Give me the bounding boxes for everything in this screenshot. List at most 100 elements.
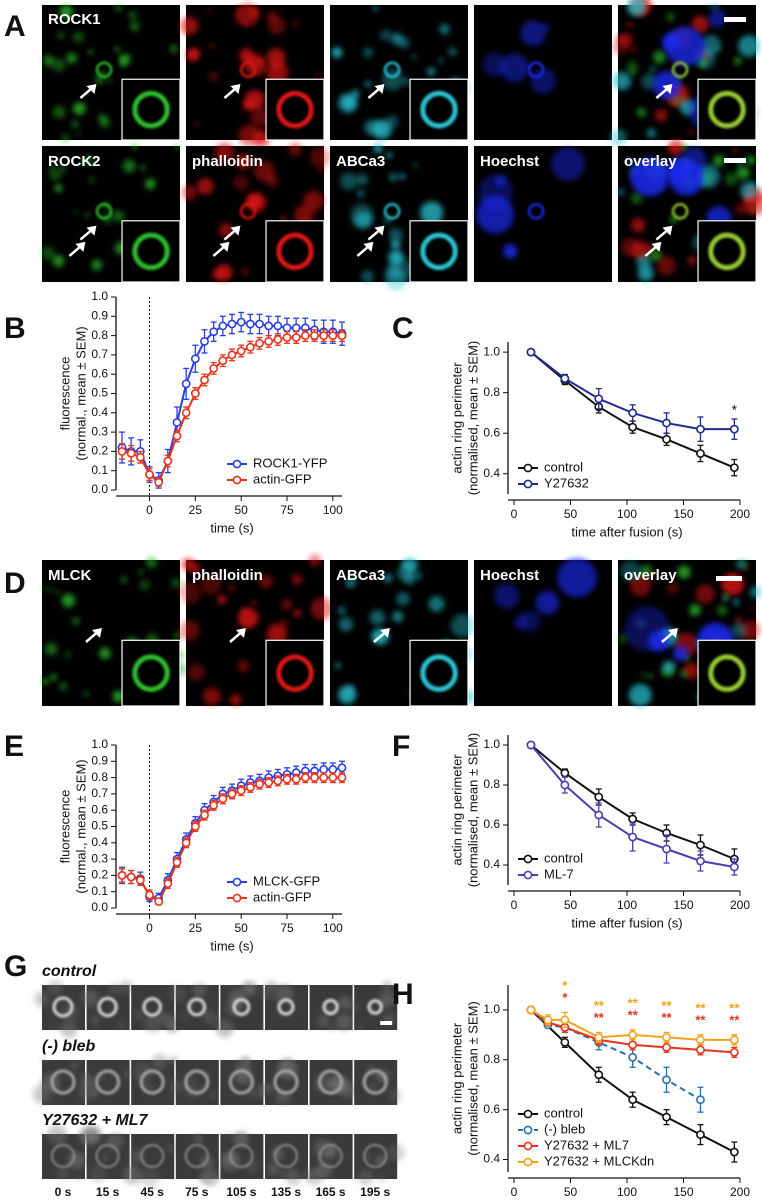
micrograph bbox=[330, 143, 469, 291]
y-tick-label: 0.5 bbox=[91, 386, 108, 400]
micrograph bbox=[617, 559, 762, 707]
data-point bbox=[729, 424, 739, 434]
data-point bbox=[560, 768, 570, 778]
x-axis-label: time (s) bbox=[210, 938, 253, 953]
micrograph-label: MLCK bbox=[48, 567, 91, 584]
data-point bbox=[696, 1045, 705, 1055]
cell-signal bbox=[201, 575, 221, 595]
frame bbox=[168, 983, 219, 1030]
cell-signal bbox=[203, 1009, 218, 1025]
vesicle-ring bbox=[52, 996, 74, 1018]
cell-signal bbox=[681, 144, 688, 151]
data-point bbox=[696, 449, 705, 458]
cell-signal bbox=[303, 190, 324, 212]
micrograph-label: overlay bbox=[624, 567, 677, 584]
data-point bbox=[200, 336, 209, 346]
data-point bbox=[526, 740, 536, 750]
data-point bbox=[172, 418, 182, 427]
cell-signal bbox=[358, 1024, 364, 1029]
cell-signal bbox=[233, 1131, 249, 1147]
arrow-head bbox=[662, 84, 673, 94]
cell-signal bbox=[52, 254, 65, 267]
cell-signal bbox=[114, 46, 121, 53]
cell-signal bbox=[392, 611, 404, 623]
data-point bbox=[337, 773, 347, 782]
time-label: 165 s bbox=[316, 1185, 346, 1199]
data-point bbox=[319, 765, 329, 774]
x-axis-label: time after fusion (s) bbox=[571, 915, 682, 930]
arrow-head bbox=[235, 628, 246, 638]
legend-label: Y27632 bbox=[544, 475, 589, 490]
time-label: 15 s bbox=[96, 1185, 120, 1199]
cell-signal bbox=[733, 56, 742, 65]
data-point bbox=[310, 773, 319, 782]
cell-signal bbox=[403, 557, 419, 573]
cell-signal bbox=[338, 607, 346, 615]
legend-label: actin-GFP bbox=[253, 889, 312, 904]
cell-signal bbox=[275, 984, 294, 1003]
cell-signal bbox=[730, 622, 747, 639]
data-point bbox=[729, 1035, 739, 1045]
micrograph bbox=[330, 5, 469, 141]
y-tick-label: 0.2 bbox=[91, 444, 108, 458]
micrograph-label: ABCa3 bbox=[336, 153, 385, 170]
cell-signal bbox=[84, 213, 90, 218]
data-point bbox=[172, 431, 182, 441]
arrow-head bbox=[91, 628, 102, 638]
data-point bbox=[526, 1005, 536, 1015]
cell-signal bbox=[717, 605, 728, 616]
vesicle-ring bbox=[95, 1069, 121, 1095]
cell-signal bbox=[389, 173, 398, 182]
inset bbox=[409, 639, 469, 707]
cell-signal bbox=[64, 651, 72, 659]
cell-signal bbox=[530, 68, 557, 94]
inset-ring bbox=[420, 90, 458, 129]
y-tick-label: 0.9 bbox=[91, 308, 108, 322]
y-tick-label: 0.4 bbox=[91, 405, 108, 419]
legend-label: ML-7 bbox=[544, 866, 574, 881]
data-point bbox=[236, 786, 246, 796]
cell-signal bbox=[687, 129, 694, 136]
cell-signal bbox=[47, 1125, 67, 1145]
inset bbox=[265, 78, 325, 141]
cell-signal bbox=[61, 593, 76, 608]
cell-signal bbox=[67, 1151, 86, 1170]
data-point bbox=[190, 822, 200, 831]
cell-signal bbox=[169, 1080, 183, 1094]
y-axis-label: actin ring perimeter bbox=[449, 362, 464, 474]
cell-signal bbox=[398, 37, 410, 49]
vesicle-ring bbox=[322, 998, 339, 1016]
arrow-head bbox=[651, 241, 662, 252]
data-point bbox=[190, 389, 200, 398]
data-point bbox=[200, 810, 209, 820]
cell-signal bbox=[47, 980, 64, 996]
legend-label: control bbox=[544, 459, 583, 474]
cell-signal bbox=[112, 690, 125, 702]
cell-signal bbox=[520, 20, 546, 46]
significance: ** bbox=[628, 995, 639, 1010]
cell-signal bbox=[291, 573, 303, 585]
cell-signal bbox=[122, 159, 136, 173]
arrow bbox=[223, 84, 241, 99]
cell-signal bbox=[478, 174, 513, 210]
cell-signal bbox=[624, 606, 670, 652]
y-tick-label: 0.7 bbox=[91, 347, 108, 361]
vesicle-ring bbox=[239, 61, 257, 79]
cell-signal bbox=[233, 174, 249, 191]
frame bbox=[304, 1134, 353, 1186]
data-point bbox=[163, 879, 173, 888]
cell-signal bbox=[628, 683, 652, 707]
vesicle-ring bbox=[671, 61, 689, 79]
y-axis-label: fluorescence bbox=[57, 357, 72, 431]
cell-signal bbox=[652, 70, 682, 100]
data-point bbox=[328, 331, 338, 340]
y-tick-label: 0.5 bbox=[91, 819, 108, 833]
legend-label: control bbox=[544, 850, 583, 865]
data-point bbox=[273, 776, 283, 786]
vesicle-ring bbox=[50, 1069, 76, 1095]
cell-signal bbox=[268, 17, 286, 35]
data-point bbox=[543, 1015, 553, 1025]
cell-signal bbox=[158, 1012, 169, 1023]
x-tick-label: 100 bbox=[617, 1185, 637, 1199]
